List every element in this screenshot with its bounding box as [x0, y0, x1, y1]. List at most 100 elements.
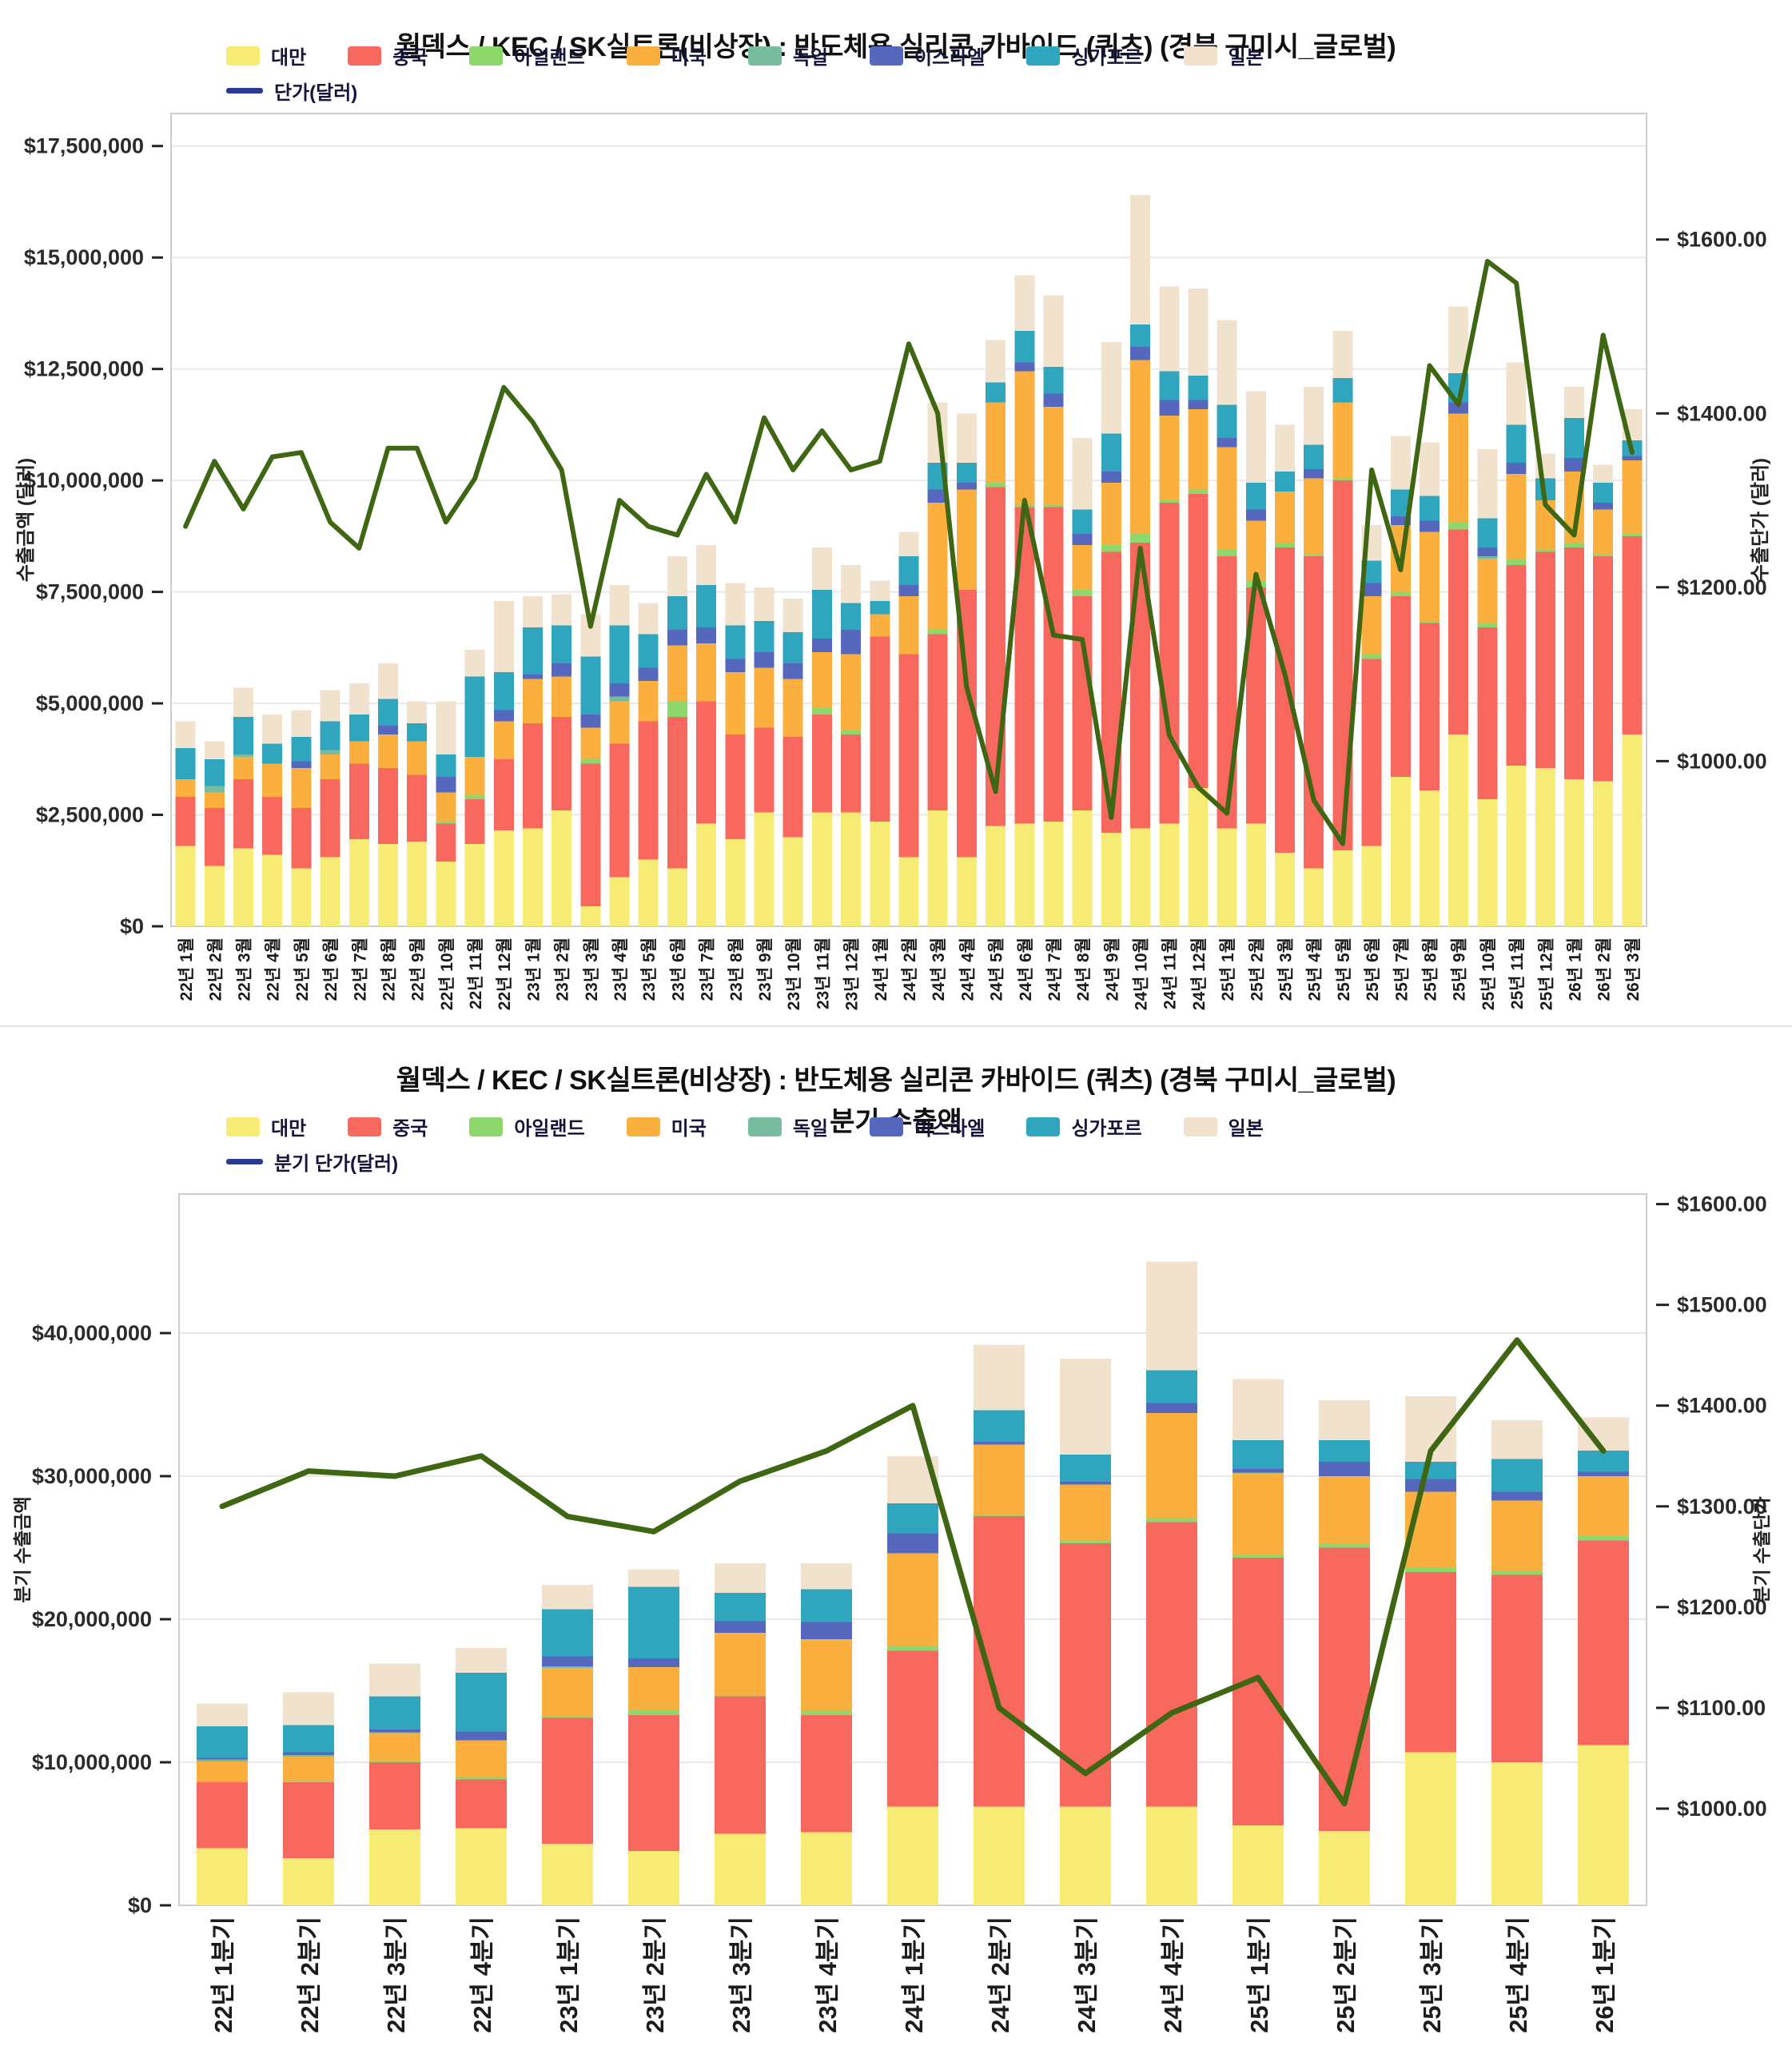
bar-segment-이스라엘 — [369, 1729, 420, 1733]
bar-segment-이스라엘 — [725, 659, 746, 673]
legend-item-일본[interactable]: 일본 — [1183, 1113, 1264, 1140]
x-axis-label: 24년 5월 — [988, 937, 1006, 1001]
x-axis-label: 23년 1분기 — [555, 1917, 583, 2033]
legend-item-미국[interactable]: 미국 — [626, 42, 707, 70]
y-axis-tick-label: $7,500,000 — [36, 580, 144, 604]
legend-item-아일랜드[interactable]: 아일랜드 — [469, 1113, 585, 1140]
bar-segment-대만 — [320, 857, 340, 926]
y-axis-tick-label: $0 — [128, 1893, 152, 1917]
y-axis-title: 수출금액 (달러) — [15, 458, 37, 582]
bar-segment-대만 — [1622, 734, 1643, 926]
bar-segment-미국 — [493, 721, 514, 759]
bar-segment-싱가포르 — [609, 625, 630, 683]
legend-item-이스라엘[interactable]: 이스라엘 — [870, 42, 985, 70]
x-axis-label: 24년 11월 — [1161, 937, 1180, 1009]
bar-segment-싱가포르 — [974, 1410, 1025, 1443]
bar-segment-싱가포르 — [1420, 496, 1440, 521]
bar-segment-미국 — [715, 1633, 766, 1696]
bar-segment-싱가포르 — [696, 585, 717, 628]
bar-segment-중국 — [715, 1696, 766, 1834]
bar-segment-중국 — [283, 1782, 334, 1858]
y-axis-tick-label: $12,500,000 — [24, 357, 144, 381]
bar-segment-이스라엘 — [667, 630, 687, 646]
bar-segment-중국 — [522, 723, 543, 829]
bar-segment-아일랜드 — [1448, 523, 1469, 530]
legend-swatch-icon — [348, 1117, 382, 1136]
legend-item-미국[interactable]: 미국 — [626, 1113, 707, 1140]
x-axis-label: 22년 9월 — [409, 937, 428, 1001]
bar-segment-싱가포르 — [580, 656, 601, 715]
x-axis-label: 22년 6월 — [322, 937, 340, 1001]
bar-segment-이스라엘 — [715, 1621, 766, 1634]
bar-segment-미국 — [628, 1666, 679, 1710]
bar-segment-이스라엘 — [609, 683, 630, 697]
bar-segment-아일랜드 — [841, 730, 862, 735]
bar-segment-중국 — [456, 1779, 507, 1829]
bar-segment-일본 — [1245, 391, 1266, 483]
bar-segment-싱가포르 — [1564, 418, 1585, 459]
bar-segment-싱가포르 — [801, 1589, 852, 1622]
legend-item-싱가포르[interactable]: 싱가포르 — [1026, 1113, 1142, 1140]
bar-segment-이스라엘 — [927, 489, 948, 504]
bar-segment-중국 — [1072, 596, 1093, 810]
legend-monthly-countries: 대만 중국 아일랜드 미국 독일 이스라엘 싱가포르 일본 — [226, 42, 1264, 70]
y-axis-tick-label: $17,500,000 — [24, 134, 144, 158]
bar-segment-미국 — [436, 792, 456, 822]
bar-segment-대만 — [1275, 852, 1296, 926]
bar-segment-일본 — [542, 1585, 593, 1610]
bar-segment-미국 — [887, 1553, 938, 1647]
bar-segment-일본 — [801, 1563, 852, 1590]
legend-item-중국[interactable]: 중국 — [348, 1113, 428, 1140]
legend-item-독일[interactable]: 독일 — [747, 1113, 828, 1140]
legend-item-대만[interactable]: 대만 — [226, 42, 306, 70]
y-axis-tick-label: $30,000,000 — [32, 1464, 152, 1488]
bar-segment-일본 — [291, 710, 312, 737]
bar-segment-싱가포르 — [348, 715, 369, 742]
bar-segment-대만 — [1593, 781, 1614, 926]
bar-segment-아일랜드 — [1506, 558, 1527, 566]
bar-segment-싱가포르 — [204, 758, 225, 786]
bar-segment-중국 — [638, 721, 659, 860]
legend-item-아일랜드[interactable]: 아일랜드 — [469, 42, 585, 70]
bar-segment-싱가포르 — [1146, 1370, 1197, 1403]
bar-segment-미국 — [1014, 371, 1035, 505]
legend-item-독일[interactable]: 독일 — [747, 42, 828, 70]
bar-segment-중국 — [175, 797, 196, 846]
y-axis-tick-label: $15,000,000 — [24, 245, 144, 269]
bar-segment-대만 — [801, 1832, 852, 1905]
legend-item-이스라엘[interactable]: 이스라엘 — [870, 1113, 985, 1140]
x-axis-label: 26년 1분기 — [1591, 1917, 1619, 2033]
legend-item-중국[interactable]: 중국 — [348, 42, 428, 70]
bar-segment-일본 — [667, 555, 687, 597]
y2-axis-tick-label: $1400.00 — [1677, 401, 1767, 425]
bar-segment-중국 — [377, 767, 398, 844]
bar-segment-중국 — [1491, 1574, 1543, 1762]
bar-segment-중국 — [464, 799, 485, 844]
legend-swatch-icon — [469, 1117, 504, 1136]
bar-segment-미국 — [725, 672, 746, 735]
legend-monthly-line[interactable]: 단가(달러) — [226, 77, 357, 105]
legend-item-quarterly-price-line[interactable]: 분기 단가(달러) — [226, 1148, 398, 1176]
bar-segment-중국 — [542, 1718, 593, 1845]
x-axis-label: 23년 8월 — [727, 937, 746, 1001]
bar-segment-대만 — [283, 1857, 334, 1905]
bar-segment-대만 — [628, 1850, 679, 1905]
bar-segment-이스라엘 — [1405, 1479, 1456, 1492]
bar-segment-싱가포르 — [456, 1673, 507, 1732]
bar-segment-일본 — [638, 603, 659, 635]
legend-item-일본[interactable]: 일본 — [1183, 42, 1264, 70]
bar-segment-중국 — [1622, 535, 1643, 735]
bar-segment-아일랜드 — [1101, 545, 1121, 552]
legend-quarterly-line[interactable]: 분기 단가(달러) — [226, 1148, 398, 1176]
bar-segment-중국 — [369, 1761, 420, 1830]
bar-segment-아일랜드 — [1304, 554, 1324, 556]
legend-swatch-icon — [348, 46, 382, 66]
bar-segment-싱가포르 — [725, 625, 746, 659]
bar-segment-대만 — [898, 857, 919, 926]
legend-item-price-line[interactable]: 단가(달러) — [226, 77, 357, 105]
bar-segment-일본 — [715, 1563, 766, 1593]
bar-segment-일본 — [1304, 386, 1324, 445]
bar-segment-일본 — [1491, 1420, 1543, 1459]
legend-item-싱가포르[interactable]: 싱가포르 — [1026, 42, 1142, 70]
legend-item-대만[interactable]: 대만 — [226, 1113, 306, 1140]
